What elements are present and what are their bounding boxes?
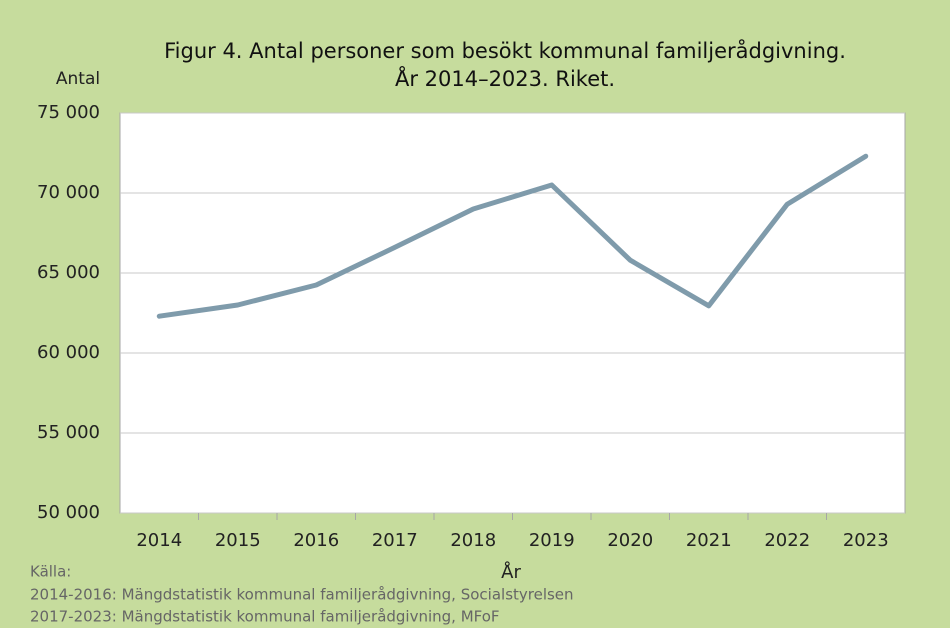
- x-tick-label: 2022: [764, 530, 810, 551]
- x-tick-label: 2023: [843, 530, 889, 551]
- x-tick-label: 2016: [293, 530, 339, 551]
- x-tick-label: 2018: [450, 530, 496, 551]
- y-tick-label: 50 000: [37, 502, 100, 523]
- y-tick-label: 60 000: [37, 342, 100, 363]
- y-tick-label: 55 000: [37, 422, 100, 443]
- source: 2014-2016: Mängdstatistik kommunal famil…: [30, 586, 574, 604]
- y-tick-label: 75 000: [37, 102, 100, 123]
- y-tick-label: 65 000: [37, 262, 100, 283]
- x-axis-label: År: [501, 561, 521, 583]
- x-tick-label: 2014: [136, 530, 182, 551]
- y-tick-label: 70 000: [37, 182, 100, 203]
- chart-title: År 2014–2023. Riket.: [395, 65, 615, 91]
- line: [156, 153, 869, 319]
- x-tick-label: 2017: [372, 530, 418, 551]
- x-tick-label: 2015: [215, 530, 261, 551]
- source: Källa:: [30, 563, 71, 581]
- source: 2017-2023: Mängdstatistik kommunal famil…: [30, 608, 500, 626]
- x-tick-label: 2020: [607, 530, 653, 551]
- chart-title: Figur 4. Antal personer som besökt kommu…: [164, 38, 846, 63]
- y-axis-label: Antal: [56, 69, 100, 89]
- x-tick-label: 2021: [686, 530, 732, 551]
- plot-area: [119, 112, 906, 514]
- x-tick-label: 2019: [529, 530, 575, 551]
